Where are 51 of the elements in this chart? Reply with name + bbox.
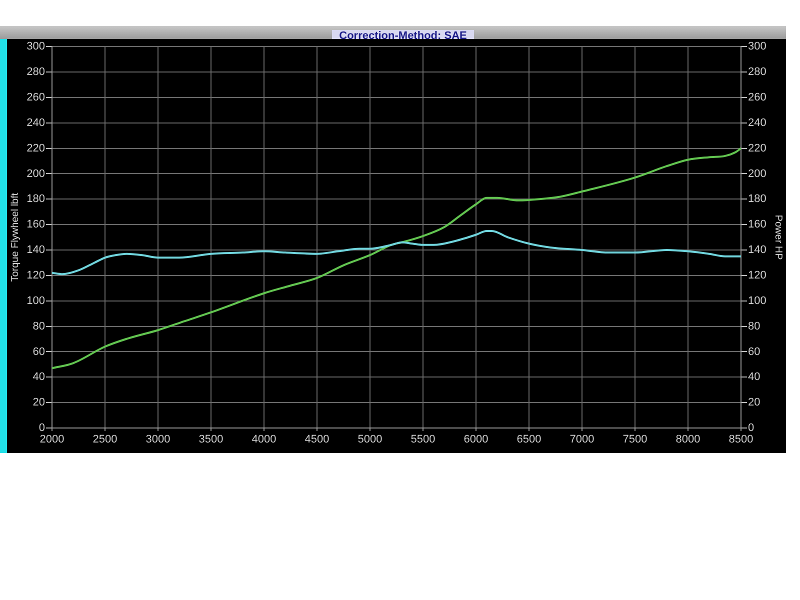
y2-tick-label: 0: [748, 422, 754, 434]
chart-title: Correction-Method: SAE: [332, 30, 474, 43]
y-tick-label: 80: [32, 320, 45, 332]
x-tick-label: 8000: [676, 434, 700, 446]
y-axis-title: Torque Flywheel lbft: [10, 192, 21, 282]
y-tick-label: 280: [26, 66, 45, 78]
y-tick-label: 180: [26, 193, 45, 206]
y2-tick-label: 260: [748, 91, 766, 104]
x-tick-label: 3000: [146, 434, 170, 446]
x-tick-label: 5000: [358, 434, 382, 446]
y2-tick-label: 160: [748, 218, 766, 231]
y2-tick-label: 120: [748, 269, 766, 282]
x-tick-label: 6500: [516, 434, 542, 446]
y2-tick-label: 40: [748, 371, 760, 384]
x-tick-label: 7000: [570, 434, 594, 446]
y2-tick-label: 220: [748, 142, 766, 154]
x-tick-label: 5500: [410, 434, 436, 446]
y2-tick-label: 300: [748, 40, 766, 53]
y2-tick-label: 100: [748, 294, 766, 307]
y-tick-label: 0: [38, 422, 45, 434]
x-tick-label: 8500: [728, 434, 754, 446]
y-tick-label: 300: [26, 40, 45, 53]
y-tick-label: 140: [26, 244, 45, 256]
y-tick-label: 40: [32, 371, 45, 384]
y-tick-label: 120: [26, 269, 45, 282]
y-tick-label: 100: [26, 294, 45, 307]
y2-tick-label: 20: [748, 396, 760, 409]
y2-tick-label: 180: [748, 193, 766, 206]
x-tick-label: 2500: [92, 434, 118, 446]
line-series: [52, 147, 741, 370]
y-tick-label: 60: [32, 346, 45, 358]
y2-tick-label: 60: [748, 346, 760, 358]
x-tick-label: 6000: [464, 434, 488, 446]
y-tick-label: 200: [26, 168, 45, 180]
x-tick-label: 2000: [40, 434, 64, 446]
y2-tick-label: 280: [748, 66, 766, 78]
y2-tick-label: 140: [748, 244, 766, 256]
y2-tick-label: 200: [748, 168, 766, 180]
line-series: [52, 230, 741, 276]
y-tick-label: 260: [26, 91, 45, 104]
y-tick-label: 20: [32, 396, 45, 409]
y2-tick-label: 240: [748, 116, 766, 129]
y-tick-label: 240: [26, 116, 45, 129]
x-tick-label: 4500: [304, 434, 330, 446]
y2-axis-title: Power HP: [772, 214, 784, 260]
y-tick-label: 220: [26, 142, 45, 154]
x-tick-label: 4000: [252, 434, 276, 446]
y-tick-label: 160: [26, 218, 45, 231]
x-tick-label: 7500: [622, 434, 648, 446]
y2-tick-label: 80: [748, 320, 760, 332]
x-tick-label: 3500: [198, 434, 224, 446]
